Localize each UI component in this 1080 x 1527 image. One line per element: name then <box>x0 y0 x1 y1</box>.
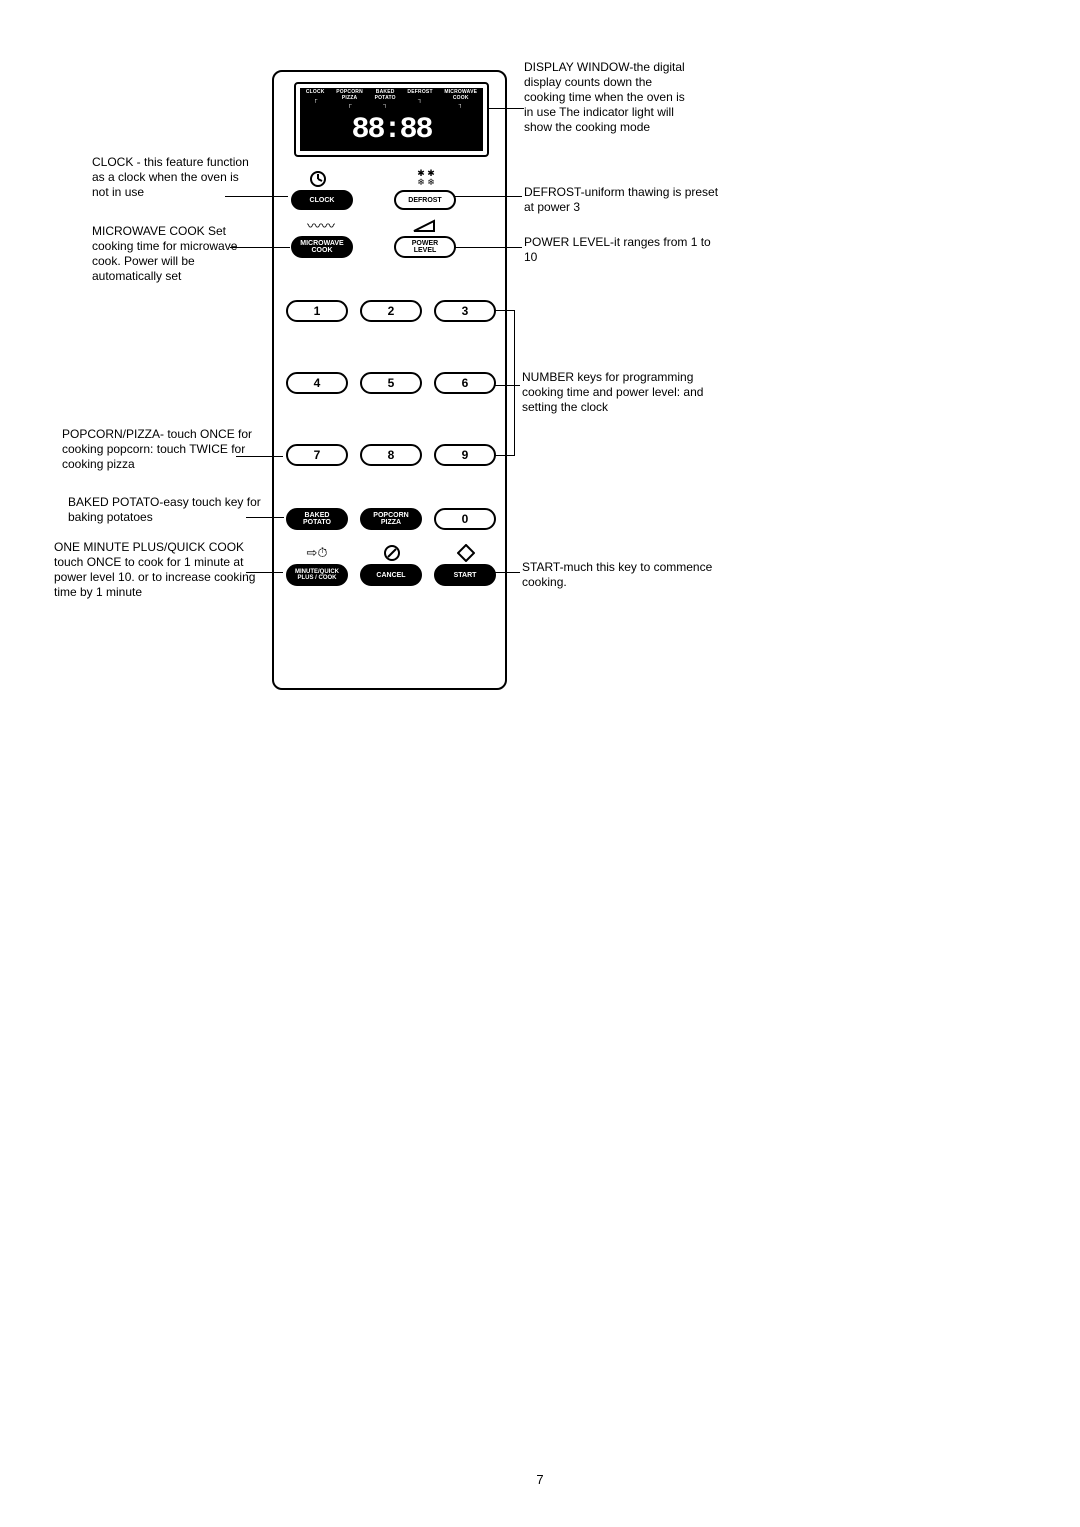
display-window: CLOCK ┌ POPCORN PIZZA ┌ BAKED POTATO ┐ D… <box>294 82 489 157</box>
indicator-marker: ┌ <box>347 102 351 109</box>
num-label: 7 <box>314 448 321 462</box>
num-label: 2 <box>388 304 395 318</box>
leader <box>454 196 522 197</box>
indicator-marker: ┐ <box>459 102 463 109</box>
wave-icon: 〰〰 <box>301 218 341 234</box>
indicator-row: CLOCK ┌ POPCORN PIZZA ┌ BAKED POTATO ┐ D… <box>300 90 483 109</box>
cancel-button[interactable]: CANCEL <box>360 564 422 586</box>
label-start: START-much this key to commence cooking. <box>522 560 722 590</box>
leader <box>495 385 520 386</box>
indicator-label: DEFROST <box>407 90 432 96</box>
clock-button-label: CLOCK <box>310 197 335 204</box>
btn-label: POTATO <box>303 519 331 526</box>
leader <box>488 108 524 109</box>
num-9-button[interactable]: 9 <box>434 444 496 466</box>
btn-label: POWER <box>412 240 438 247</box>
label-clock: CLOCK - this feature function as a clock… <box>92 155 252 200</box>
page-number: 7 <box>0 1472 1080 1487</box>
num-label: 0 <box>462 512 469 526</box>
num-label: 6 <box>462 376 469 390</box>
clock-icon <box>308 170 328 188</box>
leader <box>514 310 515 386</box>
num-label: 3 <box>462 304 469 318</box>
baked-potato-button[interactable]: BAKED POTATO <box>286 508 348 530</box>
defrost-button[interactable]: DEFROST <box>394 190 456 210</box>
btn-label: COOK <box>312 247 333 254</box>
defrost-button-label: DEFROST <box>408 197 441 204</box>
num-label: 1 <box>314 304 321 318</box>
control-panel: CLOCK ┌ POPCORN PIZZA ┌ BAKED POTATO ┐ D… <box>272 70 507 690</box>
btn-label: PLUS / COOK <box>297 575 336 581</box>
popcorn-pizza-button[interactable]: POPCORN PIZZA <box>360 508 422 530</box>
label-popcorn-pizza: POPCORN/PIZZA- touch ONCE for cooking po… <box>62 427 262 472</box>
num-3-button[interactable]: 3 <box>434 300 496 322</box>
btn-label: START <box>454 572 477 579</box>
snowflake-icon: ✱ ✱❄ ❄ <box>411 168 441 188</box>
leader <box>230 247 290 248</box>
start-button[interactable]: START <box>434 564 496 586</box>
num-0-button[interactable]: 0 <box>434 508 496 530</box>
btn-label: CANCEL <box>376 572 405 579</box>
num-5-button[interactable]: 5 <box>360 372 422 394</box>
leader <box>246 572 283 573</box>
start-icon <box>454 544 478 562</box>
indicator-marker: ┐ <box>383 102 387 109</box>
indicator-microwave-cook: MICROWAVE COOK ┐ <box>444 90 477 109</box>
btn-label: PIZZA <box>381 519 401 526</box>
num-8-button[interactable]: 8 <box>360 444 422 466</box>
power-level-button[interactable]: POWER LEVEL <box>394 236 456 258</box>
leader <box>454 247 522 248</box>
btn-label: POPCORN <box>373 512 408 519</box>
arrow-clock-icon: ⇨⏱ <box>292 544 342 562</box>
indicator-baked-potato: BAKED POTATO ┐ <box>375 90 396 109</box>
leader <box>514 385 515 455</box>
num-4-button[interactable]: 4 <box>286 372 348 394</box>
triangle-icon <box>409 218 439 234</box>
leader <box>495 455 515 456</box>
label-one-minute: ONE MINUTE PLUS/QUICK COOK touch ONCE to… <box>54 540 264 600</box>
leader <box>495 572 520 573</box>
leader <box>225 196 288 197</box>
display-inner: CLOCK ┌ POPCORN PIZZA ┌ BAKED POTATO ┐ D… <box>300 88 483 151</box>
num-label: 5 <box>388 376 395 390</box>
num-1-button[interactable]: 1 <box>286 300 348 322</box>
num-label: 8 <box>388 448 395 462</box>
num-6-button[interactable]: 6 <box>434 372 496 394</box>
label-number-keys: NUMBER keys for programming cooking time… <box>522 370 722 415</box>
btn-label: LEVEL <box>414 247 437 254</box>
btn-label: BAKED <box>305 512 330 519</box>
label-display-window: DISPLAY WINDOW-the digital display count… <box>524 60 694 135</box>
label-baked-potato: BAKED POTATO-easy touch key for baking p… <box>68 495 268 525</box>
indicator-label: COOK <box>453 96 469 102</box>
indicator-clock: CLOCK ┌ <box>306 90 325 103</box>
num-label: 9 <box>462 448 469 462</box>
leader <box>246 517 284 518</box>
num-7-button[interactable]: 7 <box>286 444 348 466</box>
display-digits: 88:88 <box>351 113 431 147</box>
num-label: 4 <box>314 376 321 390</box>
leader <box>495 310 515 311</box>
indicator-marker: ┐ <box>418 97 422 104</box>
indicator-popcorn-pizza: POPCORN PIZZA ┌ <box>336 90 363 109</box>
btn-label: MICROWAVE <box>300 240 343 247</box>
microwave-cook-button[interactable]: MICROWAVE COOK <box>291 236 353 258</box>
leader <box>236 456 283 457</box>
label-microwave-cook: MICROWAVE COOK Set cooking time for micr… <box>92 224 262 284</box>
cancel-icon <box>378 544 406 562</box>
num-2-button[interactable]: 2 <box>360 300 422 322</box>
indicator-label: CLOCK <box>306 90 325 96</box>
label-defrost: DEFROST-uniform thawing is preset at pow… <box>524 185 724 215</box>
minute-quick-button[interactable]: MINUTE/QUICK PLUS / COOK <box>286 564 348 586</box>
indicator-label: PIZZA <box>342 96 357 102</box>
indicator-defrost: DEFROST ┐ <box>407 90 432 103</box>
indicator-label: POTATO <box>375 96 396 102</box>
label-power-level: POWER LEVEL-it ranges from 1 to 10 <box>524 235 724 265</box>
indicator-marker: ┌ <box>313 97 317 104</box>
clock-button[interactable]: CLOCK <box>291 190 353 210</box>
